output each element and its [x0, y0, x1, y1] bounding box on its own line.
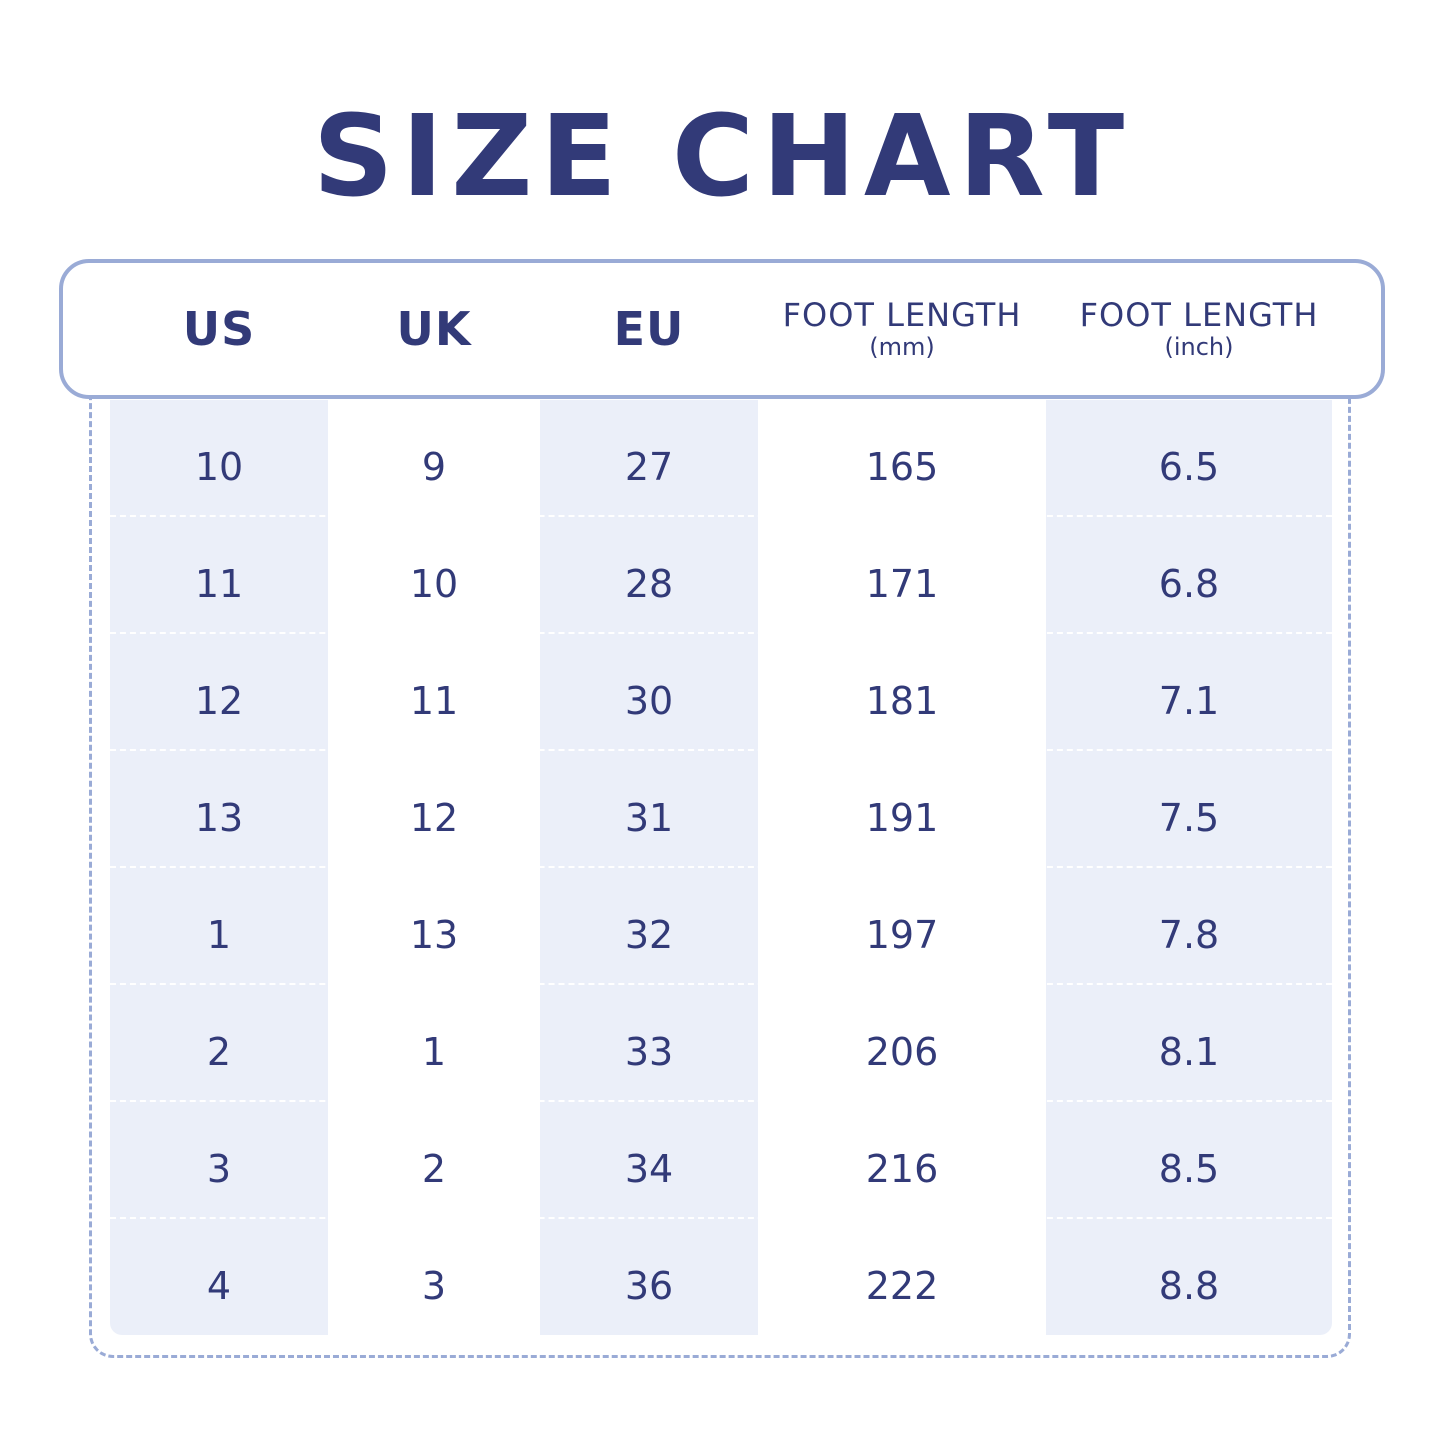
cell-us: 4: [206, 1263, 232, 1308]
cell-foot-length-mm: 222: [865, 1263, 939, 1308]
table-row: 10 9 27 165 6.5: [110, 408, 1332, 525]
cell-foot-length-mm: 171: [865, 561, 939, 606]
cell-uk: 11: [409, 678, 459, 723]
cell-eu: 33: [624, 1029, 674, 1074]
cell-us: 11: [194, 561, 244, 606]
cell-uk: 3: [421, 1263, 447, 1308]
cell-foot-length-mm: 206: [865, 1029, 939, 1074]
cell-uk: 1: [421, 1029, 447, 1074]
header-foot-length-mm-label: FOOT LENGTH: [782, 296, 1022, 334]
header-foot-length-inch-unit: (inch): [1164, 333, 1234, 361]
cell-us: 1: [206, 912, 232, 957]
cell-foot-length-inch: 6.5: [1158, 444, 1220, 489]
cell-foot-length-inch: 7.5: [1158, 795, 1220, 840]
cell-foot-length-mm: 197: [865, 912, 939, 957]
cell-us: 12: [194, 678, 244, 723]
cell-uk: 12: [409, 795, 459, 840]
table-row: 4 3 36 222 8.8: [110, 1227, 1332, 1344]
cell-us: 2: [206, 1029, 232, 1074]
cell-us: 3: [206, 1146, 232, 1191]
table-header-box: [59, 259, 1385, 399]
cell-foot-length-mm: 216: [865, 1146, 939, 1191]
cell-eu: 34: [624, 1146, 674, 1191]
table-row: 1 13 32 197 7.8: [110, 876, 1332, 993]
header-foot-length-inch: FOOT LENGTH (inch): [1046, 259, 1352, 399]
cell-foot-length-mm: 191: [865, 795, 939, 840]
cell-foot-length-inch: 7.8: [1158, 912, 1220, 957]
cell-eu: 36: [624, 1263, 674, 1308]
header-uk: UK: [328, 259, 540, 399]
cell-uk: 13: [409, 912, 459, 957]
table-row: 13 12 31 191 7.5: [110, 759, 1332, 876]
row-separator: [110, 749, 1332, 751]
header-us-label: US: [182, 302, 256, 356]
header-us: US: [110, 259, 328, 399]
cell-eu: 31: [624, 795, 674, 840]
cell-eu: 30: [624, 678, 674, 723]
header-uk-label: UK: [396, 302, 472, 356]
header-foot-length-mm: FOOT LENGTH (mm): [758, 259, 1046, 399]
table-row: 11 10 28 171 6.8: [110, 525, 1332, 642]
header-eu: EU: [540, 259, 758, 399]
cell-foot-length-mm: 165: [865, 444, 939, 489]
cell-us: 13: [194, 795, 244, 840]
table-row: 2 1 33 206 8.1: [110, 993, 1332, 1110]
row-separator: [110, 866, 1332, 868]
row-separator: [110, 1217, 1332, 1219]
cell-foot-length-inch: 8.8: [1158, 1263, 1220, 1308]
cell-eu: 32: [624, 912, 674, 957]
header-eu-label: EU: [613, 302, 685, 356]
cell-eu: 28: [624, 561, 674, 606]
table-row: 12 11 30 181 7.1: [110, 642, 1332, 759]
cell-us: 10: [194, 444, 244, 489]
cell-foot-length-inch: 8.5: [1158, 1146, 1220, 1191]
cell-uk: 2: [421, 1146, 447, 1191]
cell-uk: 9: [421, 444, 447, 489]
row-separator: [110, 632, 1332, 634]
cell-foot-length-mm: 181: [865, 678, 939, 723]
cell-uk: 10: [409, 561, 459, 606]
row-separator: [110, 983, 1332, 985]
cell-eu: 27: [624, 444, 674, 489]
cell-foot-length-inch: 7.1: [1158, 678, 1220, 723]
row-separator: [110, 515, 1332, 517]
table-outer-dashed-border: [89, 372, 1351, 1358]
header-foot-length-inch-label: FOOT LENGTH: [1079, 296, 1319, 334]
page-title: SIZE CHART: [312, 92, 1133, 222]
cell-foot-length-inch: 6.8: [1158, 561, 1220, 606]
table-row: 3 2 34 216 8.5: [110, 1110, 1332, 1227]
cell-foot-length-inch: 8.1: [1158, 1029, 1220, 1074]
row-separator: [110, 1100, 1332, 1102]
header-foot-length-mm-unit: (mm): [869, 333, 935, 361]
